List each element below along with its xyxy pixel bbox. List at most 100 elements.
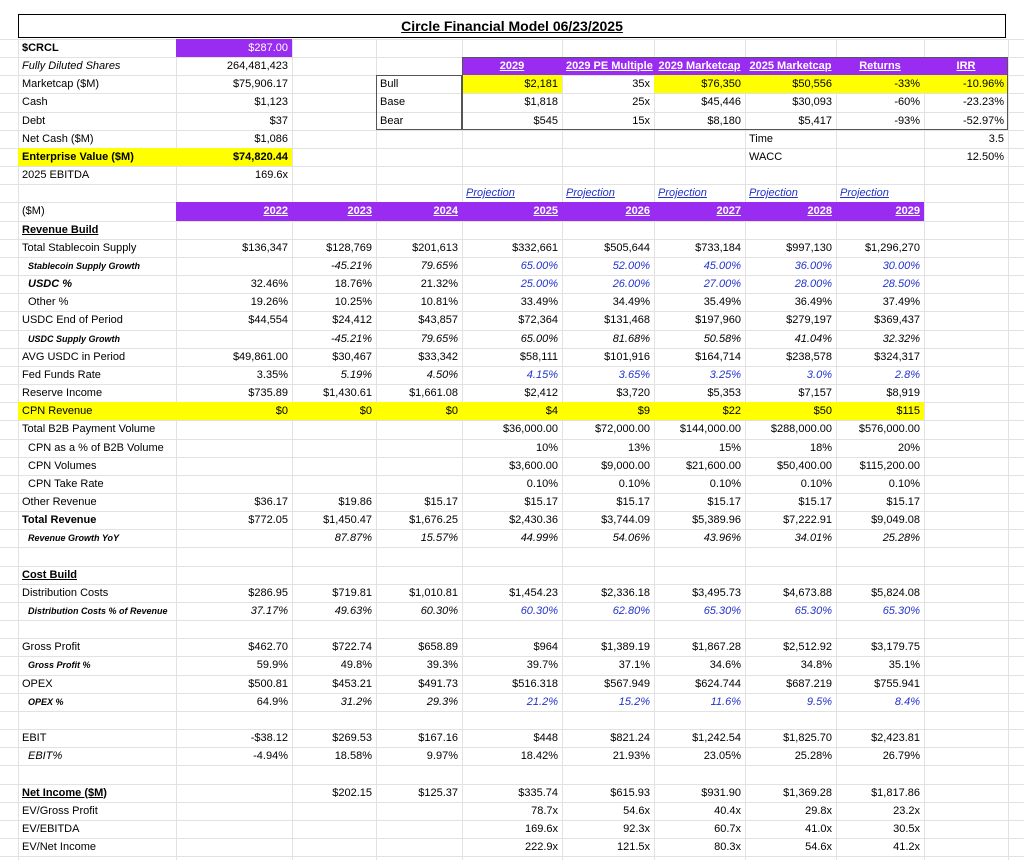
grid-col-line <box>292 40 293 860</box>
grid-col-line <box>924 40 925 860</box>
cell-value: $201,613 <box>412 241 458 254</box>
cell-value: $453.21 <box>332 677 372 690</box>
cell-value: $1,389.19 <box>601 641 650 654</box>
cell-value: 18.76% <box>334 278 372 291</box>
cell-header: 2029 Marketcap <box>658 60 741 73</box>
cell-value: $45,446 <box>701 96 741 109</box>
cell-value: $7,157 <box>798 387 832 400</box>
cell-value: 34.49% <box>612 296 650 309</box>
row-label: EV/Gross Profit <box>22 804 98 817</box>
row-label: Distribution Costs <box>22 586 109 599</box>
cell-value: 32.46% <box>250 278 288 291</box>
cell-value: $9,000.00 <box>601 459 650 472</box>
cell-value: 49.63% <box>334 604 372 617</box>
cell-value: $197,960 <box>695 314 741 327</box>
cell-value: 27.00% <box>703 278 741 291</box>
cell-value: $76,350 <box>701 78 741 91</box>
grid-row-line <box>0 710 1024 712</box>
cell-value: $4,673.88 <box>783 586 832 599</box>
row-label: Distribution Costs % of Revenue <box>28 605 168 616</box>
grid-col-line <box>18 40 19 860</box>
row-label: USDC Supply Growth <box>28 333 120 344</box>
grid-row-line <box>0 801 1024 803</box>
cell-value: 25.28% <box>882 532 920 545</box>
cell-value: -52.97% <box>963 114 1004 127</box>
cell-value: $43,857 <box>418 314 458 327</box>
cell-value: 23.05% <box>703 750 741 763</box>
cell-value: $49,861.00 <box>232 350 288 363</box>
cell-value: 29.3% <box>426 695 458 708</box>
cell-value: 3.0% <box>806 368 832 381</box>
cell-value: $1,818 <box>524 96 558 109</box>
cell-value: $2,181 <box>524 78 558 91</box>
cell-value: 0.10% <box>618 477 650 490</box>
cell-value: $722.74 <box>332 641 372 654</box>
cell-value: $335.74 <box>518 786 558 799</box>
cell-value: $15.17 <box>798 496 832 508</box>
row-label: CPN Take Rate <box>28 477 104 490</box>
cell-value: 2.8% <box>894 368 920 381</box>
cell-value: $74,820.44 <box>232 150 288 163</box>
grid-row-line <box>0 674 1024 676</box>
cell-value: $658.89 <box>418 641 458 654</box>
cell-value: $36.17 <box>254 496 288 508</box>
cell-value: $15.17 <box>524 496 558 508</box>
grid-row-line <box>0 438 1024 440</box>
cell-value: $5,389.96 <box>692 514 741 527</box>
cell-header: 2028 <box>807 205 832 218</box>
cell-value: 36.49% <box>794 296 832 309</box>
row-label: USDC % <box>28 278 73 291</box>
grid-row-line <box>0 529 1024 531</box>
cell-value: $72,000.00 <box>594 423 650 436</box>
grid-row-line <box>0 601 1024 603</box>
cell-value: 26.00% <box>612 278 650 291</box>
cell-value: 4.15% <box>526 368 558 381</box>
cell-value: 41.2x <box>893 841 920 854</box>
cell-value: $21,600.00 <box>685 459 741 472</box>
cell-value: $50 <box>813 405 832 418</box>
grid-row-line <box>0 729 1024 731</box>
cell-value: $3,600.00 <box>509 459 558 472</box>
cell-value: 65.30% <box>794 604 832 617</box>
cell-value: $1,817.86 <box>871 786 920 799</box>
grid-row-line <box>0 220 1024 222</box>
cell-value: $516.318 <box>512 677 558 690</box>
cell-value: 65.30% <box>703 604 741 617</box>
cell-value: $58,111 <box>519 350 558 363</box>
cell-value: 65.00% <box>520 332 558 345</box>
cell-value: 37.49% <box>882 296 920 309</box>
grid-row-line <box>0 256 1024 258</box>
cell-value: 10.25% <box>334 296 372 309</box>
cell-value: $2,430.36 <box>509 514 558 527</box>
grid-row-line <box>0 311 1024 313</box>
cell-value: 169.6x <box>524 822 558 835</box>
price-fill <box>176 39 292 58</box>
cell-value: $1,296,270 <box>864 241 920 254</box>
cell-value: $2,423.81 <box>871 732 920 745</box>
cell-value: $128,769 <box>326 241 372 254</box>
cell-value: $1,010.81 <box>409 586 458 599</box>
cell-value: 169.6x <box>254 169 288 182</box>
cell-value: $50,556 <box>792 78 832 91</box>
cell-value: 52.00% <box>612 259 650 272</box>
cell-value: $1,242.54 <box>692 732 741 745</box>
cell-value: 60.30% <box>420 604 458 617</box>
grid-col-line <box>376 40 377 860</box>
grid-col-line <box>836 40 837 860</box>
cell-value: 34.01% <box>794 532 832 545</box>
ev-fill <box>18 147 292 167</box>
grid-row-line <box>0 474 1024 476</box>
cell-value: $125.37 <box>418 786 458 799</box>
cell-value: 10.81% <box>420 296 458 309</box>
cell-header: 2029 PE Multiple <box>566 60 653 73</box>
cell-value: 40.4x <box>714 804 741 817</box>
grid-row-line <box>0 384 1024 386</box>
row-label: Revenue Build <box>22 223 99 236</box>
cell-value: 45.00% <box>703 259 741 272</box>
grid-col-line <box>462 40 463 860</box>
cell-value: $1,450.47 <box>323 514 372 527</box>
row-label: OPEX % <box>28 696 64 707</box>
cell-value: 25.28% <box>794 750 832 763</box>
cell-value: 18% <box>809 441 832 454</box>
cell-value: $576,000.00 <box>858 423 920 436</box>
